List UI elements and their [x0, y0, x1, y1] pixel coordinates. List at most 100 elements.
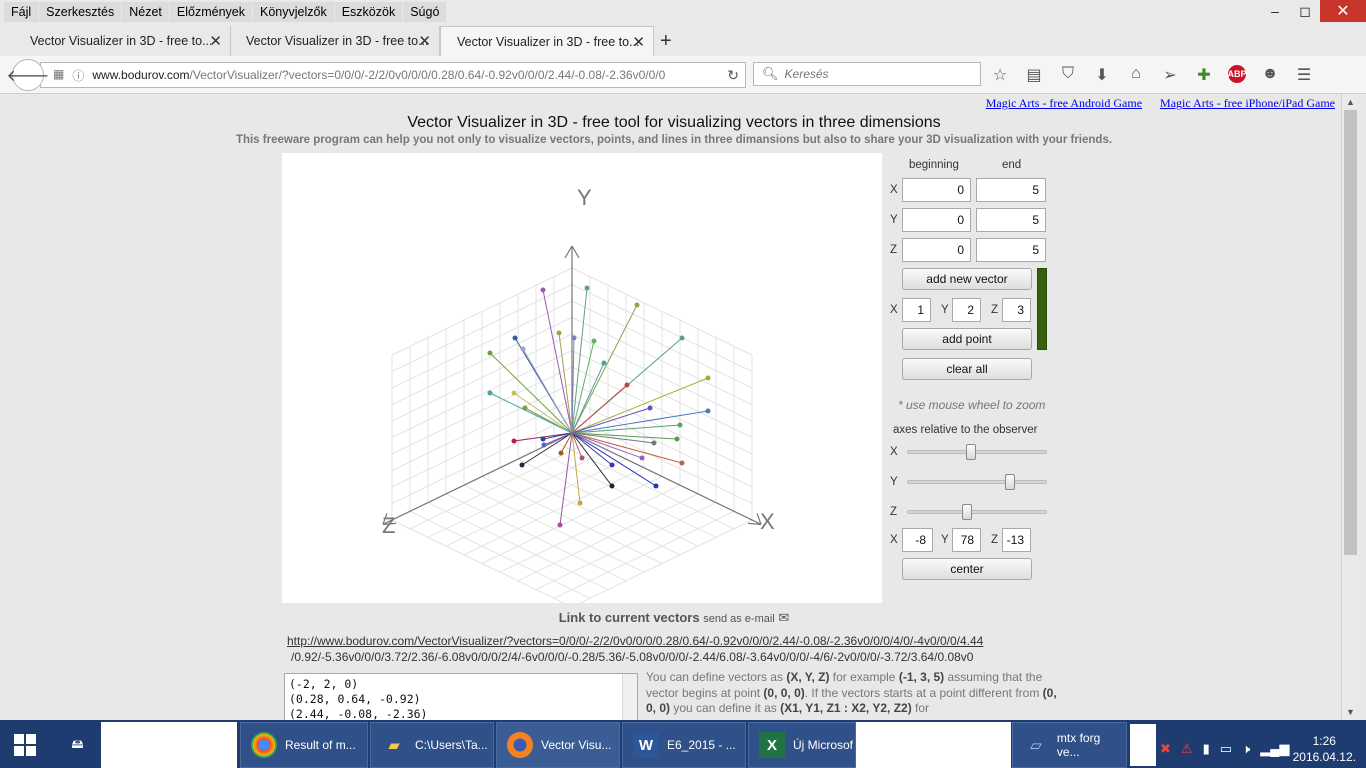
- slider-z-track[interactable]: [907, 510, 1047, 514]
- email-icon[interactable]: ✉: [778, 610, 790, 625]
- end-x-input[interactable]: [976, 178, 1046, 202]
- hamburger-menu-icon[interactable]: ☰: [1296, 67, 1312, 84]
- end-z-input[interactable]: [976, 238, 1046, 262]
- vector-line: [521, 432, 573, 466]
- menu-item-4[interactable]: Könyvjelzők: [253, 2, 334, 22]
- info-icon[interactable]: ⓘ: [72, 68, 85, 83]
- share-url-line-1[interactable]: http://www.bodurov.com/VectorVisualizer/…: [287, 634, 984, 648]
- url-bar[interactable]: ▦ ⓘ www.bodurov.com/VectorVisualizer/?ve…: [40, 62, 746, 88]
- vector-3d-canvas[interactable]: Y X Z: [282, 153, 882, 608]
- taskbar-firefox[interactable]: Vector Visu...: [496, 722, 620, 768]
- begin-y-input[interactable]: [902, 208, 971, 232]
- vector-endpoint: [571, 335, 577, 341]
- add-point-button[interactable]: add point: [902, 328, 1032, 350]
- menu-item-6[interactable]: Súgó: [403, 2, 447, 22]
- speaker-icon[interactable]: 🕨: [1242, 741, 1251, 756]
- menu-item-1[interactable]: Szerkesztés: [39, 2, 122, 22]
- minimize-button[interactable]: –: [1271, 3, 1279, 19]
- rotation-z-input[interactable]: [1002, 528, 1031, 552]
- menu-item-0[interactable]: Fájl: [4, 2, 39, 22]
- clock[interactable]: 1:26 2016.04.12.: [1293, 733, 1356, 765]
- begin-z-input[interactable]: [902, 238, 971, 262]
- reading-list-icon[interactable]: ▤: [1026, 67, 1042, 84]
- emoji-icon[interactable]: ☻: [1261, 65, 1279, 82]
- point-z-label: Z: [991, 304, 999, 316]
- reload-icon[interactable]: ↻: [727, 66, 739, 83]
- slider-x-thumb[interactable]: [965, 444, 976, 460]
- tab-3-active[interactable]: Vector Visualizer in 3D - free to... ✕: [440, 26, 654, 56]
- maximize-button[interactable]: ◻: [1299, 2, 1311, 19]
- download-icon[interactable]: ⬇: [1095, 67, 1109, 84]
- scroll-down-icon[interactable]: ▼: [1346, 707, 1355, 717]
- scroll-up-icon[interactable]: ▲: [1346, 97, 1355, 107]
- vector-line: [571, 432, 583, 459]
- vector-endpoint: [609, 462, 615, 468]
- adblock-icon[interactable]: ABP: [1228, 65, 1247, 83]
- begin-x-input[interactable]: [902, 178, 971, 202]
- search-input[interactable]: [784, 67, 975, 81]
- scrollbar-thumb[interactable]: [1344, 110, 1357, 555]
- new-tab-button[interactable]: +: [660, 30, 672, 52]
- battery-icon[interactable]: ▮: [1202, 741, 1210, 756]
- share-url-line-2[interactable]: /0.92/-5.36v0/0/0/3.72/2.36/-6.08v0/0/0/…: [291, 650, 974, 664]
- pocket-icon[interactable]: ⛉: [1061, 65, 1074, 82]
- signal-icon[interactable]: ▂▄▆: [1260, 741, 1290, 756]
- taskbar-notepad[interactable]: ▱ mtx forg ve...: [1012, 722, 1127, 768]
- start-button[interactable]: [0, 722, 50, 768]
- display-icon[interactable]: ▭: [1219, 741, 1233, 756]
- iphone-game-link[interactable]: Magic Arts - free iPhone/iPad Game: [1160, 96, 1335, 110]
- point-y-input[interactable]: [952, 298, 981, 322]
- identity-icon[interactable]: ▦: [53, 66, 65, 81]
- add-new-vector-button[interactable]: add new vector: [902, 268, 1032, 290]
- taskbar-chrome[interactable]: Result of m...: [240, 722, 368, 768]
- taskbar-explorer[interactable]: ▰ C:\Users\Ta...: [370, 722, 494, 768]
- bookmark-star-icon[interactable]: ☆: [992, 67, 1008, 84]
- close-tab-icon[interactable]: ✕: [418, 33, 431, 50]
- taskbar-excel[interactable]: X Új Microsof: [748, 722, 856, 768]
- vector-endpoint: [540, 287, 546, 293]
- link-row: Link to current vectors send as e-mail ✉: [7, 610, 1341, 626]
- page-scrollbar[interactable]: ▲ ▼: [1341, 94, 1358, 720]
- x-label: X: [890, 184, 898, 196]
- addon-icon[interactable]: ✚: [1197, 67, 1211, 84]
- file-manager-pinned[interactable]: 🖴: [55, 722, 100, 768]
- vector-line: [571, 432, 613, 466]
- send-icon[interactable]: ➢: [1163, 67, 1177, 84]
- rotation-y-input[interactable]: [952, 528, 981, 552]
- slider-x-track[interactable]: [907, 450, 1047, 454]
- close-window-button[interactable]: ✕: [1320, 0, 1366, 22]
- slider-z-thumb[interactable]: [961, 504, 972, 520]
- vector-list-textarea[interactable]: (-2, 2, 0) (0.28, 0.64, -0.92) (2.44, -0.0…: [284, 673, 638, 720]
- clear-all-button[interactable]: clear all: [902, 358, 1032, 380]
- tab-2[interactable]: Vector Visualizer in 3D - free to... ✕: [230, 26, 440, 56]
- tab-1[interactable]: Vector Visualizer in 3D - free to... ✕: [14, 26, 231, 56]
- textarea-scrollbar[interactable]: [622, 674, 637, 720]
- home-icon[interactable]: ⌂: [1131, 65, 1141, 82]
- taskbar-word[interactable]: W E6_2015 - ...: [622, 722, 746, 768]
- android-game-link[interactable]: Magic Arts - free Android Game: [985, 96, 1143, 110]
- menu-item-5[interactable]: Eszközök: [334, 2, 403, 22]
- color-swatch[interactable]: [1037, 268, 1047, 350]
- search-box[interactable]: 🔍︎: [753, 62, 981, 86]
- slider-y-thumb[interactable]: [1004, 474, 1015, 490]
- url-text[interactable]: www.bodurov.com/VectorVisualizer/?vector…: [92, 68, 666, 82]
- drive-icon: 🖴: [71, 736, 84, 751]
- vector-endpoint: [591, 338, 597, 344]
- close-tab-icon[interactable]: ✕: [209, 33, 222, 50]
- slider-z-label: Z: [890, 506, 898, 518]
- menu-item-3[interactable]: Előzmények: [169, 2, 252, 22]
- point-z-input[interactable]: [1002, 298, 1031, 322]
- back-button[interactable]: 🡐: [7, 59, 49, 91]
- close-tab-icon[interactable]: ✕: [632, 33, 645, 51]
- warning-icon[interactable]: ⚠: [1180, 741, 1193, 756]
- axis-z-label: Z: [382, 513, 395, 538]
- menu-item-2[interactable]: Nézet: [122, 2, 169, 22]
- center-button[interactable]: center: [902, 558, 1032, 580]
- network-x-icon[interactable]: ✖: [1160, 741, 1171, 756]
- slider-y-track[interactable]: [907, 480, 1047, 484]
- end-y-input[interactable]: [976, 208, 1046, 232]
- rotation-x-input[interactable]: [902, 528, 933, 552]
- send-email-link[interactable]: send as e-mail: [703, 613, 775, 625]
- vector-line: [571, 432, 655, 444]
- point-x-input[interactable]: [902, 298, 931, 322]
